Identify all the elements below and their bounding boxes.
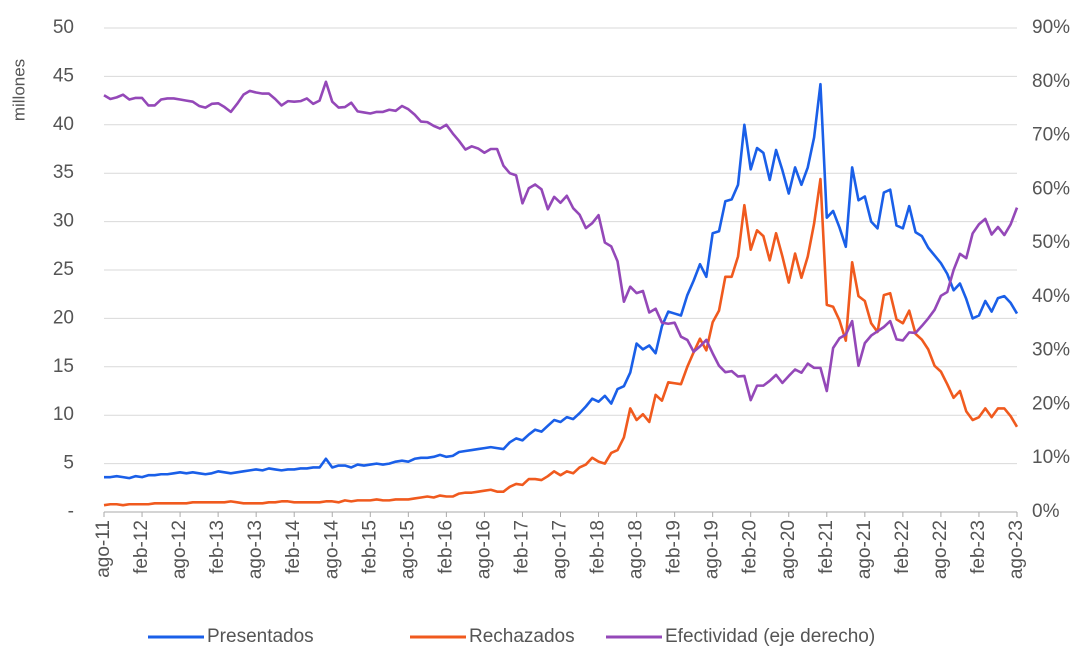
x-tick-label: feb-18 (588, 520, 609, 574)
x-tick-label: ago-12 (169, 520, 190, 579)
y-tick-label: - (68, 501, 74, 522)
legend-label: Rechazados (469, 626, 575, 647)
legend-label: Presentados (207, 626, 314, 647)
y2-tick-label: 0% (1032, 501, 1060, 522)
x-tick-label: ago-23 (1006, 520, 1027, 579)
y-tick-label: 35 (53, 162, 74, 183)
series-line (103, 80, 1019, 402)
x-tick-label: ago-15 (397, 520, 418, 579)
y-tick-label: 30 (53, 211, 74, 232)
legend-label: Efectividad (eje derecho) (665, 626, 875, 647)
y-axis-label: millones (9, 59, 28, 121)
x-tick-label: ago-20 (778, 520, 799, 579)
x-tick-label: ago-18 (626, 520, 647, 579)
x-tick-label: ago-22 (930, 520, 951, 579)
y-tick-label: 15 (53, 356, 74, 377)
y-tick-label: 50 (53, 17, 74, 38)
x-tick-label: feb-12 (131, 520, 152, 574)
y2-tick-label: 20% (1032, 393, 1070, 414)
x-tick-label: feb-14 (283, 520, 304, 574)
x-tick-label: feb-20 (740, 520, 761, 574)
y-tick-label: 45 (53, 65, 74, 86)
y2-tick-label: 70% (1032, 125, 1070, 146)
x-tick-label: ago-13 (245, 520, 266, 579)
x-tick-label: feb-19 (664, 520, 685, 574)
x-tick-label: feb-13 (207, 520, 228, 574)
x-tick-label: ago-16 (473, 520, 494, 579)
y2-tick-label: 80% (1032, 71, 1070, 92)
y-tick-label: 5 (63, 453, 74, 474)
y-tick-label: 40 (53, 114, 74, 135)
y2-tick-label: 30% (1032, 340, 1070, 361)
x-tick-label: feb-17 (511, 520, 532, 574)
x-tick-label: feb-21 (816, 520, 837, 574)
y-tick-label: 20 (53, 307, 74, 328)
x-tick-label: feb-22 (892, 520, 913, 574)
x-tick-label: feb-23 (968, 520, 989, 574)
x-tick-label: ago-14 (321, 520, 342, 580)
y2-tick-label: 50% (1032, 232, 1070, 253)
x-tick-label: ago-17 (550, 520, 571, 579)
y-tick-label: 25 (53, 259, 74, 280)
series-line (103, 177, 1019, 507)
x-tick-label: feb-16 (435, 520, 456, 574)
y-tick-label: 10 (53, 404, 74, 425)
x-tick-label: ago-19 (702, 520, 723, 579)
x-tick-label: feb-15 (359, 520, 380, 574)
y2-tick-label: 40% (1032, 286, 1070, 307)
y2-tick-label: 10% (1032, 447, 1070, 468)
x-tick-label: ago-21 (854, 520, 875, 579)
series-line (104, 82, 1019, 480)
y2-tick-label: 60% (1032, 178, 1070, 199)
y2-tick-label: 90% (1032, 17, 1070, 38)
x-tick-label: ago-11 (93, 520, 114, 578)
